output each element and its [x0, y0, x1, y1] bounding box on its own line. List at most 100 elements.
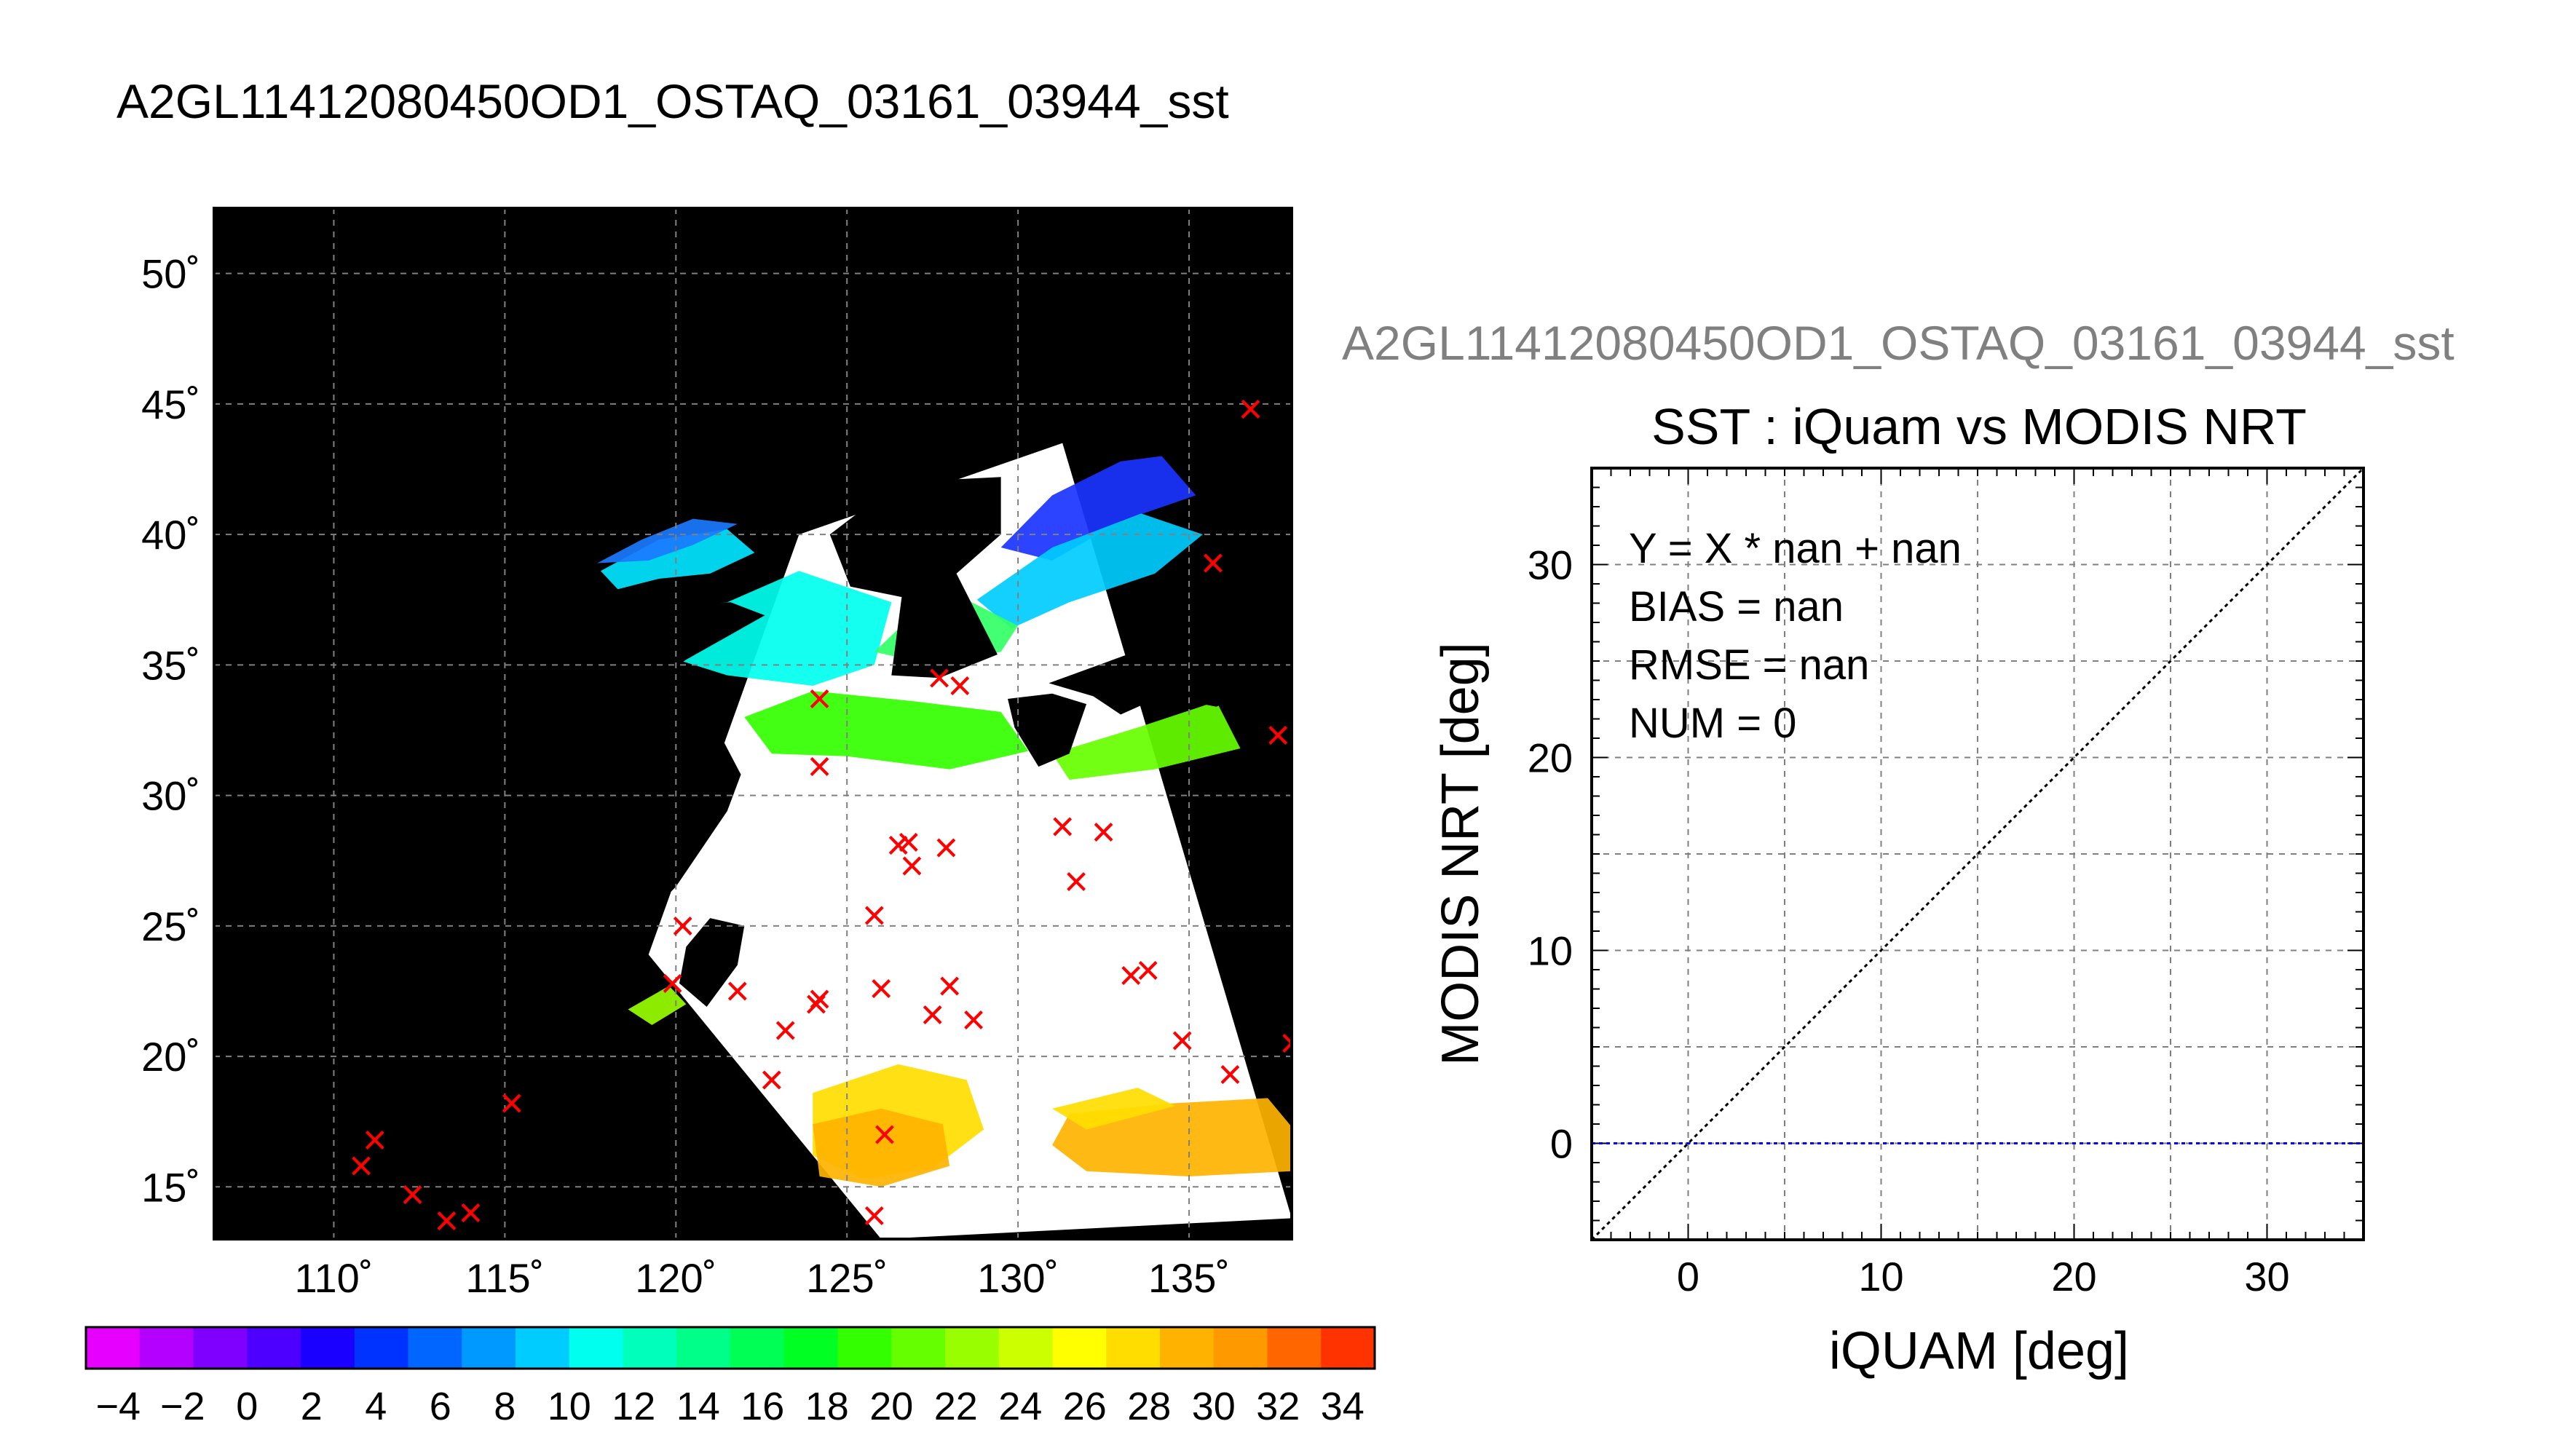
observation-marker: ×	[671, 902, 695, 949]
map-lat-tick-label: 25˚	[141, 903, 200, 949]
map-lon-tick-label: 130˚	[977, 1255, 1059, 1301]
observation-marker: ×	[1118, 952, 1143, 1000]
map-lat-tick-label: 35˚	[141, 642, 200, 688]
luzon-land	[676, 1095, 755, 1224]
scatter-frame	[1590, 467, 2365, 1241]
observation-marker: ×	[886, 821, 911, 869]
colorbar-tick-label: 2	[301, 1385, 323, 1428]
korea-land	[829, 477, 1001, 678]
colorbar-cell	[1267, 1327, 1322, 1369]
map-lon-tick-label: 135˚	[1148, 1255, 1230, 1301]
colorbar-cell	[193, 1327, 248, 1369]
scatter-stats: Y = X * nan + nan BIAS = nan RMSE = nan …	[1629, 525, 1962, 747]
observation-marker: ×	[872, 1111, 897, 1158]
observation-marker: ×	[804, 981, 829, 1028]
scatter-y-tick-labels: 0 10 20 30	[1528, 542, 1573, 1167]
map-lat-tick-label: 45˚	[141, 381, 200, 427]
honshu-land	[1049, 599, 1292, 715]
japan-south-sst	[1052, 701, 1241, 780]
observation-marker: ×	[1064, 858, 1089, 905]
map-lon-tick-label: 110˚	[294, 1255, 373, 1301]
colorbar-cell	[408, 1327, 462, 1369]
colorbar-cells	[86, 1327, 1375, 1369]
observation-marker: ×	[1091, 808, 1116, 855]
observation-marker: ×	[1217, 1051, 1242, 1099]
observation-marker: ×	[1279, 1020, 1304, 1067]
colorbar-tick-label: 22	[934, 1385, 978, 1428]
scatter-x-tick-label: 10	[1858, 1254, 1903, 1299]
scatter-x-tick-label: 20	[2051, 1254, 2096, 1299]
colorbar-cell	[1213, 1327, 1268, 1369]
stats-rmse: RMSE = nan	[1629, 641, 1869, 689]
map-lat-tick-label: 40˚	[141, 512, 200, 558]
colorbar-tick-label: 16	[741, 1385, 784, 1428]
map-lon-tick-label: 120˚	[635, 1255, 716, 1301]
colorbar-cell	[247, 1327, 301, 1369]
bohai-cold-sst	[597, 518, 738, 563]
observation-marker: ×	[435, 1197, 459, 1244]
observation-marker: ×	[896, 819, 921, 866]
colorbar-cell	[1052, 1327, 1107, 1369]
colorbar-tick-label: −2	[160, 1385, 205, 1428]
colorbar-tick-label: 32	[1256, 1385, 1300, 1428]
observation-marker: ×	[773, 1007, 798, 1054]
observation-marker: ×	[725, 968, 750, 1015]
observation-markers: ××××××× × × ××××× × ×× × ×× ××××××××××××××××× ××	[349, 386, 1304, 1244]
observation-marker: ×	[807, 676, 832, 723]
colorbar-tick-label: 6	[430, 1385, 451, 1428]
map-lat-tick-label: 50˚	[141, 251, 200, 297]
observation-marker: ×	[807, 743, 832, 791]
scatter-y-tick-label: 30	[1528, 542, 1573, 588]
china-coast-land	[214, 534, 765, 1005]
swath-layer	[214, 443, 1292, 1239]
colorbar-cell	[945, 1327, 1000, 1369]
bohai-sea-sst	[600, 529, 755, 590]
observation-marker: ×	[927, 654, 952, 702]
colorbar-tick-label: 0	[236, 1385, 258, 1428]
colorbar-tick-label: 28	[1127, 1385, 1171, 1428]
colorbar-cell	[301, 1327, 355, 1369]
map-lon-tick-label: 115˚	[465, 1255, 544, 1301]
colorbar-tick-label: 4	[365, 1385, 387, 1428]
scatter-y-axis-label: MODIS NRT [deg]	[1431, 642, 1490, 1066]
scatter-y-tick-label: 0	[1550, 1121, 1573, 1167]
colorbar-tick-label: 26	[1063, 1385, 1107, 1428]
figure-title: A2GL11412080450OD1_OSTAQ_03161_03944_sst	[117, 74, 1229, 128]
colorbar-cell	[516, 1327, 570, 1369]
colorbar-cell	[676, 1327, 731, 1369]
observation-marker: ×	[1170, 1017, 1195, 1064]
scatter-title: SST : iQuam vs MODIS NRT	[1651, 398, 2307, 455]
kyushu-land	[1008, 693, 1087, 767]
colorbar-tick-label: 18	[805, 1385, 849, 1428]
map-lon-tick-label: 125˚	[806, 1255, 888, 1301]
colorbar-cell	[569, 1327, 623, 1369]
colorbar-tick-label: 8	[494, 1385, 516, 1428]
colorbar-cell	[1160, 1327, 1215, 1369]
observation-marker: ×	[499, 1080, 524, 1127]
colorbar-tick-label: −4	[95, 1385, 141, 1428]
map-lat-tick-label: 15˚	[141, 1164, 200, 1210]
yellow-sea-sst	[641, 571, 892, 687]
colorbar-cell	[1106, 1327, 1161, 1369]
stats-fit: Y = X * nan + nan	[1629, 525, 1962, 572]
observation-marker: ×	[400, 1171, 425, 1219]
scatter-subtitle: A2GL11412080450OD1_OSTAQ_03161_03944_sst	[1342, 316, 2455, 370]
colorbar-tick-label: 30	[1192, 1385, 1236, 1428]
scatter-y-tick-label: 20	[1528, 735, 1573, 781]
colorbar-tick-label: 24	[998, 1385, 1042, 1428]
colorbar-cell	[462, 1327, 516, 1369]
observation-marker: ×	[1265, 712, 1290, 759]
map-lat-tick-label: 30˚	[141, 773, 200, 819]
colorbar-cell	[86, 1327, 141, 1369]
colorbar-cell	[891, 1327, 946, 1369]
colorbar-cell	[623, 1327, 677, 1369]
colorbar-cell	[998, 1327, 1053, 1369]
colorbar-cell	[1321, 1327, 1375, 1369]
colorbar-tick-label: 20	[869, 1385, 913, 1428]
scatter-x-tick-label: 0	[1677, 1254, 1699, 1299]
east-china-sea-sst	[744, 691, 1029, 769]
pacific-yellow-sst	[1052, 1088, 1176, 1130]
observation-marker: ×	[920, 991, 945, 1038]
observation-marker: ×	[900, 842, 925, 890]
scatter-x-axis-label: iQUAM [deg]	[1829, 1322, 2129, 1380]
